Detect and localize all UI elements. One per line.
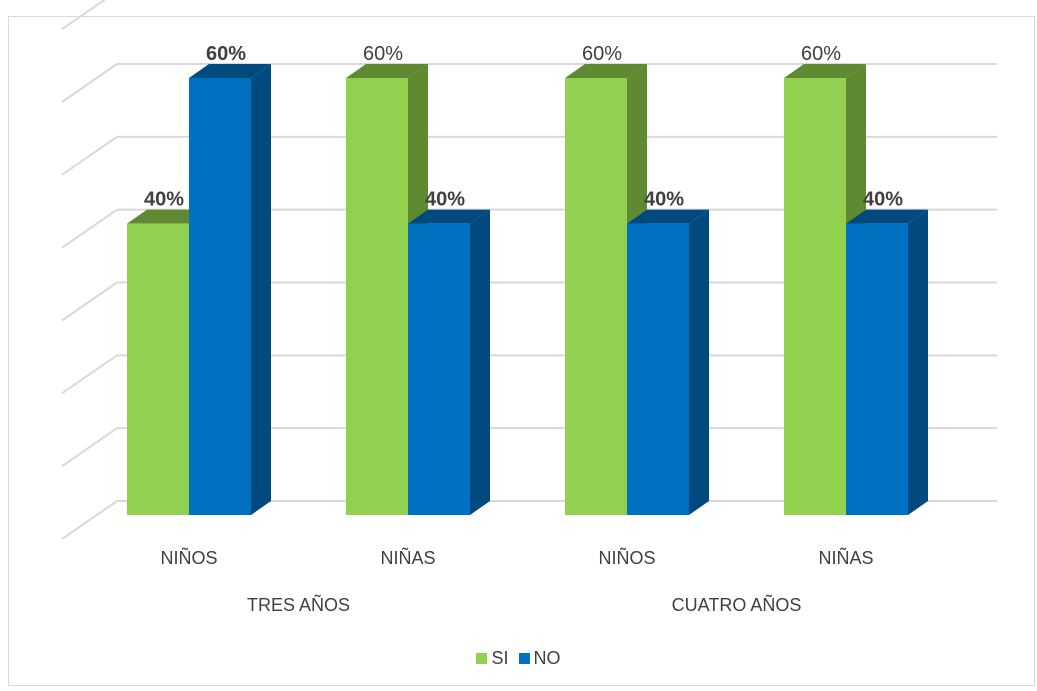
legend-label-no: NO (533, 648, 561, 668)
bar-top (784, 64, 866, 78)
bar (565, 78, 627, 515)
gridline-side (61, 500, 118, 540)
bar-side (689, 209, 709, 515)
bar-top (346, 64, 428, 78)
bar-side (908, 209, 928, 515)
category-label: NIÑOS (598, 547, 655, 568)
bar-top (127, 209, 209, 224)
gridline-side (61, 208, 118, 249)
legend-item-si: SI (476, 648, 509, 669)
bar-top (846, 209, 928, 224)
gridline-side (61, 0, 106, 30)
bar-top (189, 64, 271, 78)
data-label: 40% (644, 189, 684, 211)
gridline-side (61, 136, 118, 176)
data-label: 60% (582, 43, 622, 65)
axis-labels: NIÑOS NIÑAS NIÑOS NIÑAS TRES AÑOS CUATRO AÑOS (160, 547, 873, 615)
data-label: 40% (863, 189, 903, 211)
data-label: 60% (206, 43, 246, 65)
legend: SI NO (0, 648, 1037, 669)
legend-item-no: NO (518, 648, 561, 669)
data-labels: 40% 60% 60% 40% 60% 40% 60% 40% (144, 43, 903, 211)
bar (627, 223, 689, 515)
data-label: 60% (363, 43, 403, 65)
bars (127, 64, 928, 515)
group-label: TRES AÑOS (247, 594, 350, 615)
bar (846, 223, 908, 515)
bar-top (408, 209, 490, 224)
bar-top (565, 64, 647, 78)
gridline-side (61, 354, 118, 395)
category-label: NIÑAS (818, 547, 873, 568)
data-label: 60% (801, 43, 841, 65)
bar (784, 78, 846, 515)
bar-side (251, 64, 271, 515)
bar (127, 223, 189, 515)
legend-swatch-si (476, 653, 488, 664)
bar (346, 78, 408, 515)
data-label: 40% (144, 189, 184, 211)
category-label: NIÑOS (160, 547, 217, 568)
group-label: CUATRO AÑOS (672, 594, 802, 615)
bar-side (470, 209, 490, 515)
legend-label-si: SI (491, 648, 509, 668)
gridline-side (61, 63, 118, 103)
category-label: NIÑAS (380, 547, 435, 568)
data-label: 40% (425, 189, 465, 211)
bar (189, 78, 251, 515)
bar-top (627, 209, 709, 224)
gridline-side (61, 427, 118, 467)
legend-swatch-no (518, 653, 530, 664)
bar (408, 223, 470, 515)
gridline-side (61, 281, 118, 322)
